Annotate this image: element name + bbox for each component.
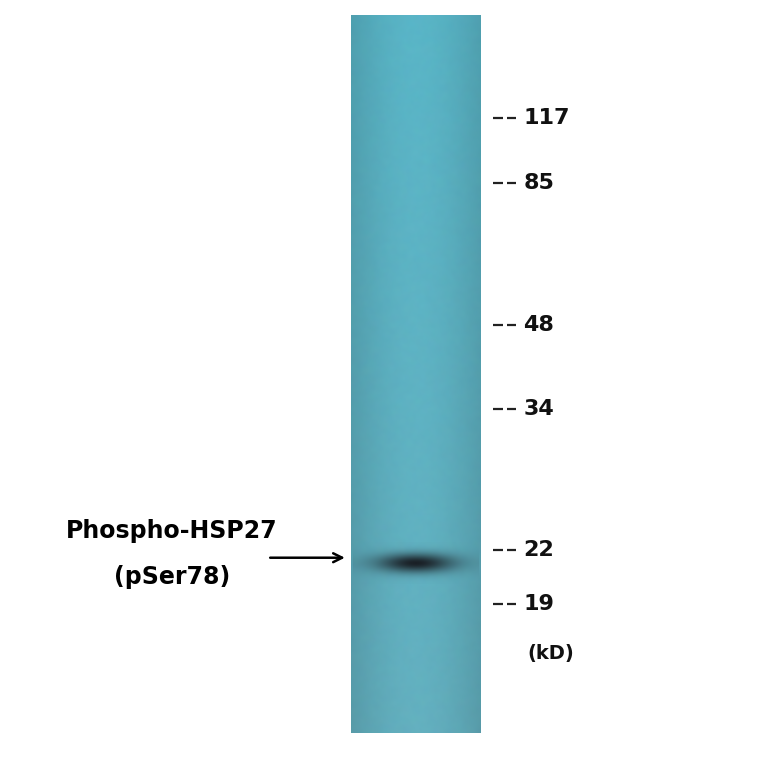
Text: 19: 19: [523, 594, 554, 613]
Text: Phospho-HSP27: Phospho-HSP27: [66, 519, 277, 543]
Text: (kD): (kD): [527, 644, 574, 662]
Text: 22: 22: [523, 540, 554, 560]
Text: 34: 34: [523, 399, 554, 419]
Text: 48: 48: [523, 315, 554, 335]
Text: (pSer78): (pSer78): [114, 565, 230, 589]
Text: 117: 117: [523, 108, 570, 128]
Text: 85: 85: [523, 173, 554, 193]
